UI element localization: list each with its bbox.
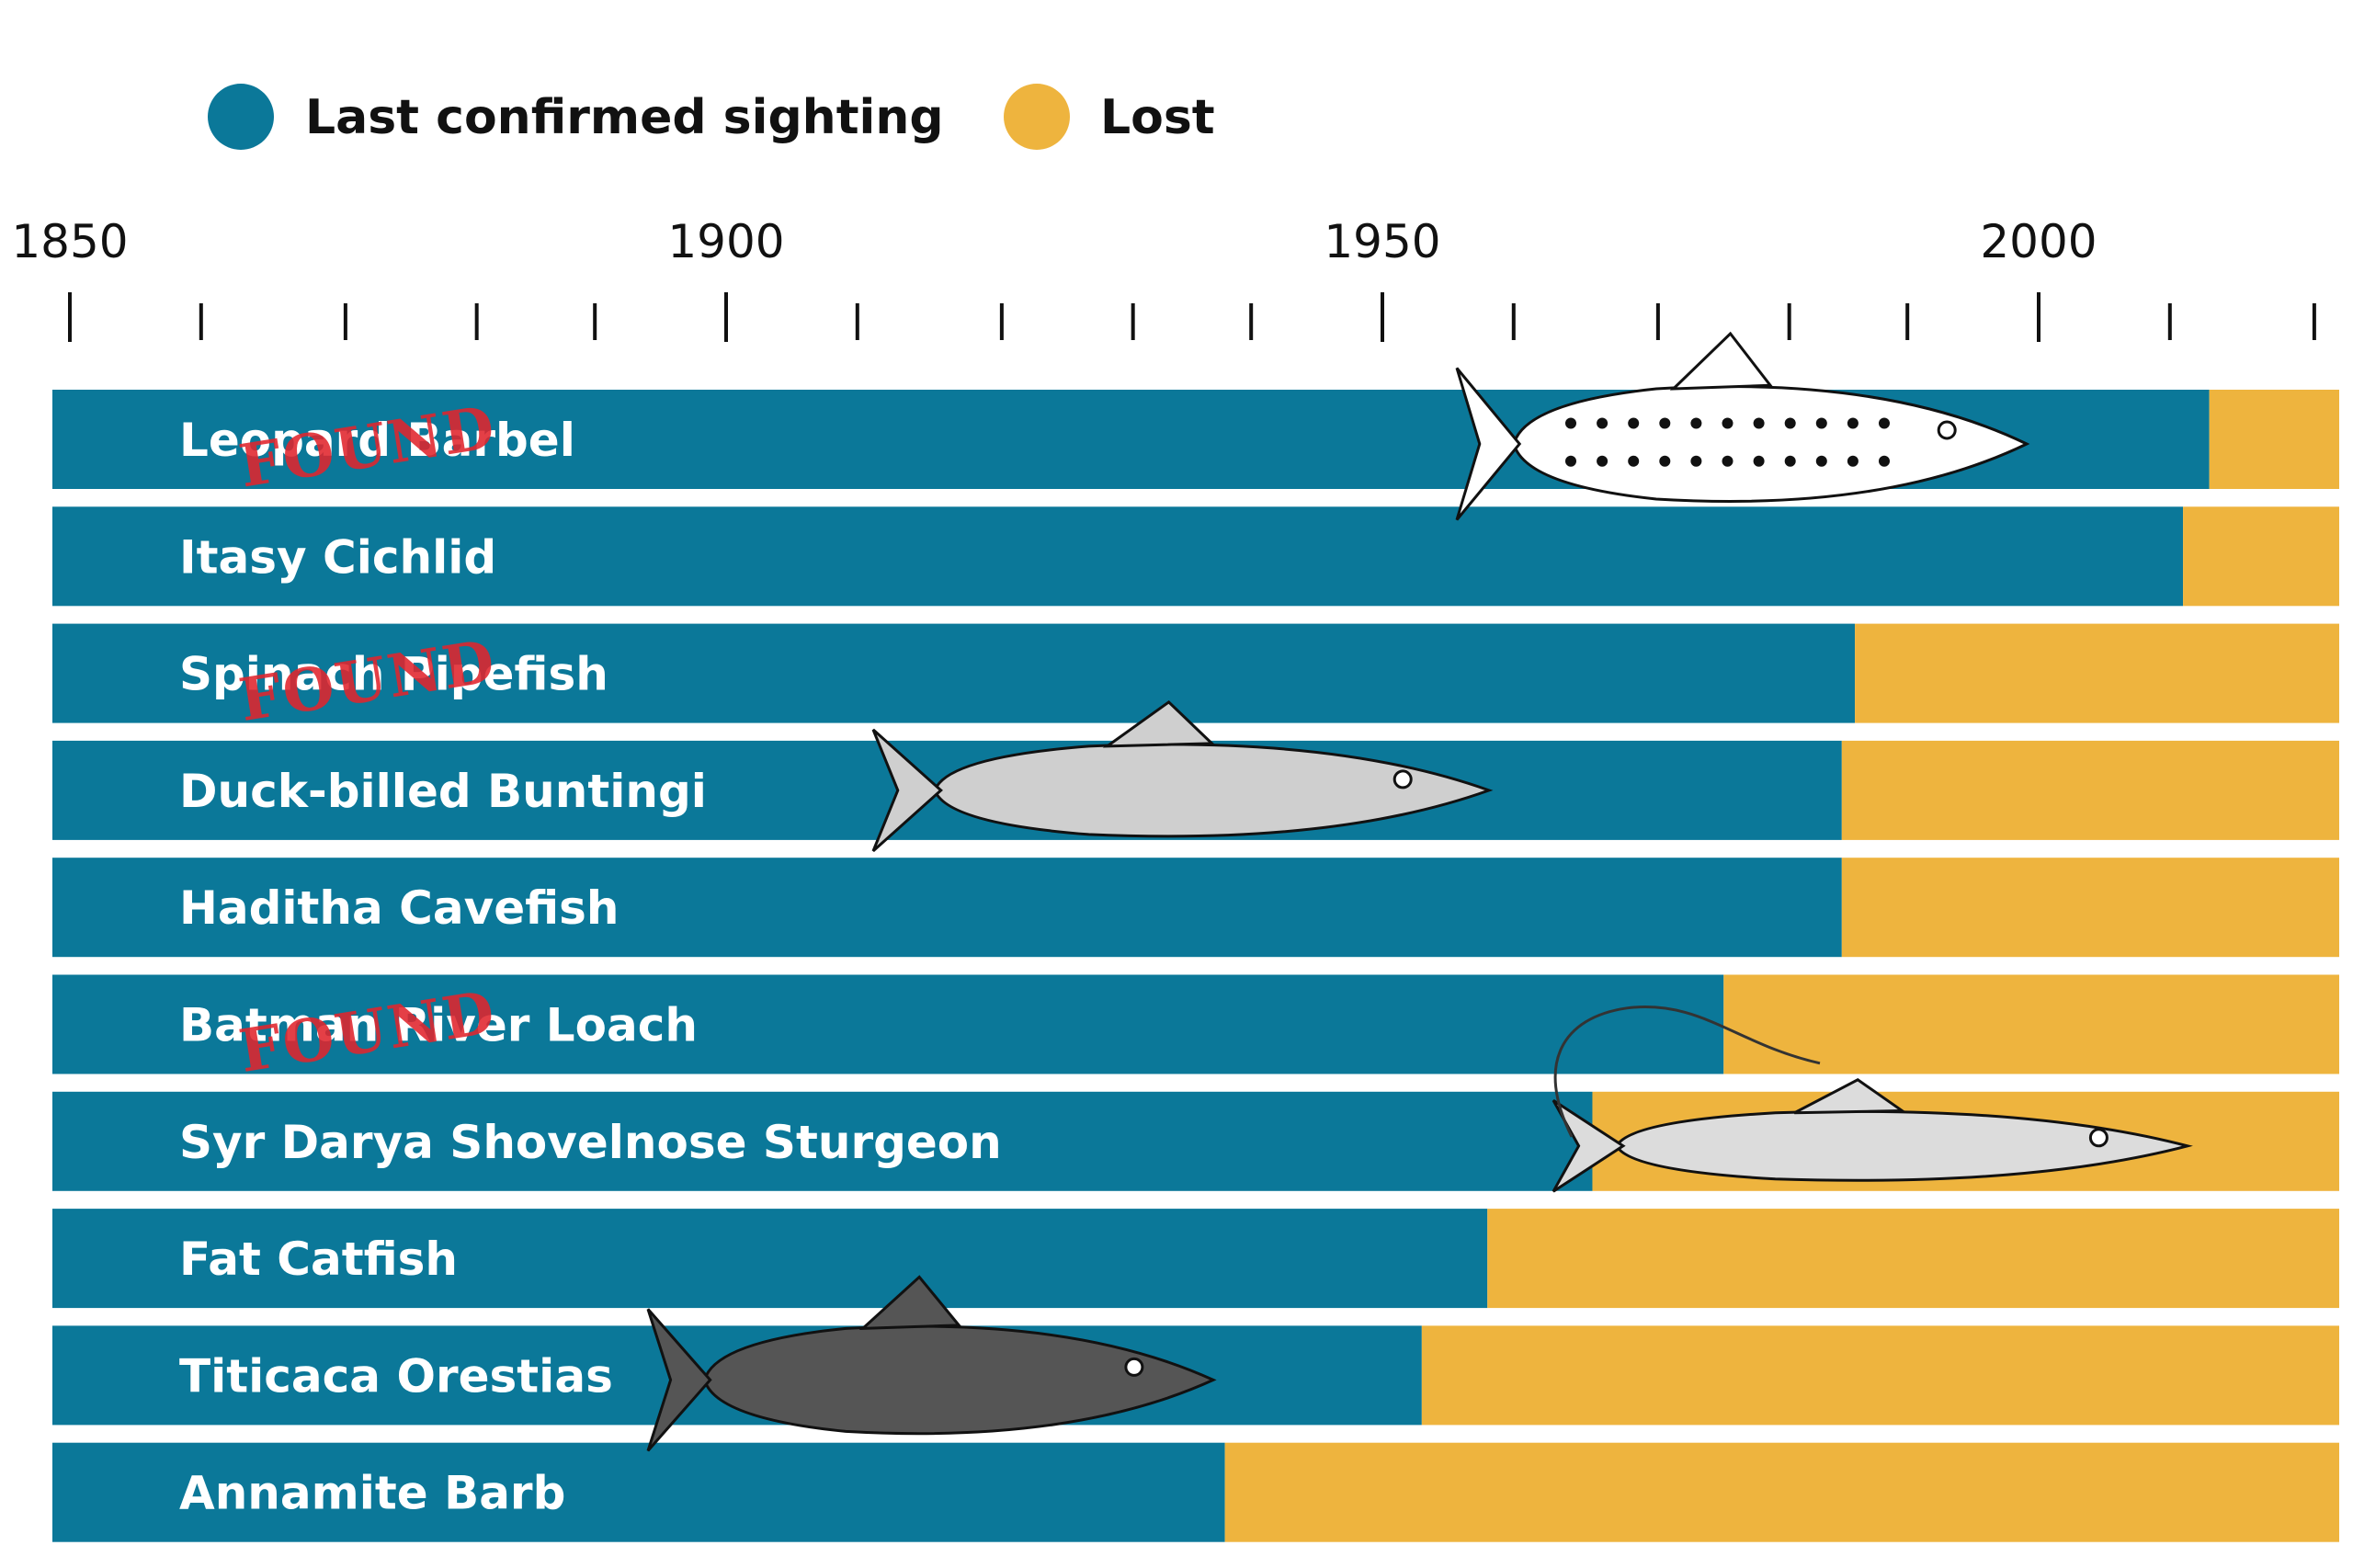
bar-label: Haditha Cavefish xyxy=(179,881,620,935)
x-tick-label: 1850 xyxy=(11,215,128,268)
bar-sighting xyxy=(52,623,1856,723)
bar-lost xyxy=(1841,858,2339,958)
bar-lost xyxy=(2183,506,2339,607)
shovelnose-sturgeon-fish-icon xyxy=(1552,1006,2193,1193)
legend-label-sighting: Last confirmed sighting xyxy=(305,90,944,145)
x-axis: 1850 1900 1950 2000 xyxy=(11,215,2316,342)
bar-label: Itasy Cichlid xyxy=(179,530,496,584)
titicaca-orestias-fish-icon xyxy=(646,1275,1217,1452)
bar-sighting xyxy=(52,974,1724,1074)
bar-sighting xyxy=(52,506,2184,607)
bar-sighting xyxy=(52,1091,1593,1191)
bar-lost xyxy=(1841,740,2339,840)
bar-label: Leopard Barbel xyxy=(179,414,575,467)
x-tick-label: 2000 xyxy=(1980,215,2097,268)
legend-swatch-lost xyxy=(1004,84,1070,150)
x-tick-label: 1950 xyxy=(1324,215,1440,268)
bar-lost xyxy=(1421,1325,2339,1426)
bar-lost xyxy=(2209,390,2339,489)
legend: Last confirmed sighting Lost xyxy=(208,84,1215,150)
bar-sighting xyxy=(52,858,1842,958)
fish-illustrations xyxy=(646,331,2193,1452)
bar-lost xyxy=(1723,974,2339,1074)
bars xyxy=(52,390,2339,1542)
bar-label: Spinach Pipefish xyxy=(179,648,608,701)
bar-label: Duck-billed Buntingi xyxy=(179,765,707,818)
legend-swatch-sighting xyxy=(208,84,274,150)
bar-label: Fat Catfish xyxy=(179,1233,458,1286)
bar-lost xyxy=(1224,1442,2339,1542)
bar-label: Annamite Barb xyxy=(179,1467,565,1520)
bar-lost xyxy=(1855,623,2339,723)
bar-sighting xyxy=(52,1442,1225,1542)
bar-labels: Leopard Barbel Itasy Cichlid Spinach Pipef… xyxy=(179,414,1002,1520)
bar-lost xyxy=(1487,1209,2339,1309)
x-tick-label: 1900 xyxy=(667,215,784,268)
legend-label-lost: Lost xyxy=(1100,90,1215,145)
duck-billed-buntingi-fish-icon xyxy=(871,699,1494,853)
bar-sighting xyxy=(52,1209,1488,1309)
leopard-barbel-fish-icon xyxy=(1455,331,2030,521)
bar-label: Titicaca Orestias xyxy=(179,1349,613,1403)
bar-label: Syr Darya Shovelnose Sturgeon xyxy=(179,1116,1002,1169)
bar-label: Batman River Loach xyxy=(179,999,698,1052)
